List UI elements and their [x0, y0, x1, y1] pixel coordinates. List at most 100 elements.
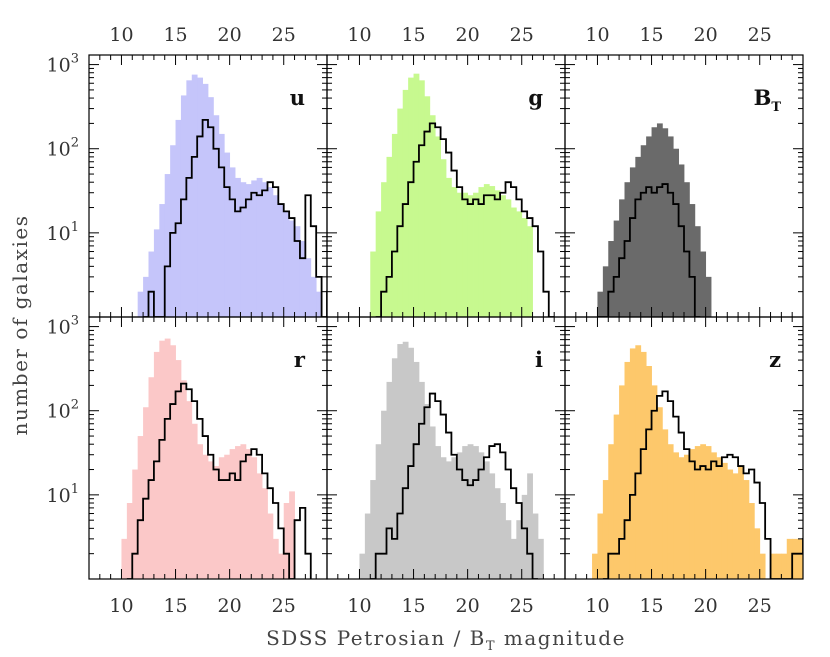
y-tick-label: 102	[47, 136, 79, 161]
panel-2-filled-bar	[705, 276, 712, 317]
x-axis-title-end: magnitude	[496, 626, 626, 650]
panel-1-filled-bar	[440, 159, 447, 317]
panel-5-filled-bar	[792, 538, 798, 579]
band-label-main: r	[294, 347, 306, 372]
panel-5-filled-bar	[700, 444, 707, 579]
panel-3-filled-bar	[278, 553, 285, 579]
x-tick-label: 25	[510, 595, 534, 617]
panel-2-filled-bar	[667, 136, 674, 317]
panel-2-filled-bar	[662, 128, 669, 317]
panel-5-filled-bar	[662, 429, 669, 579]
x-tick-label: 25	[272, 595, 296, 617]
panel-3-filled-bar	[202, 454, 209, 579]
band-label-main: i	[535, 347, 543, 372]
panel-1-band-label: g	[528, 85, 543, 110]
x-tick-label: 25	[748, 24, 772, 46]
panel-5-filled-bar	[738, 466, 744, 579]
panel-5-filled-bar	[592, 553, 598, 579]
panel-4-filled-bar	[413, 361, 420, 579]
panel-2-filled-bar	[608, 241, 615, 317]
panel-3-filled-bar	[267, 513, 274, 579]
panel-0-filled-bar	[272, 195, 279, 317]
panel-0-filled-bar	[143, 276, 149, 317]
panel-2-filled-bar	[689, 204, 696, 317]
panel-1-filled-bar	[375, 211, 382, 317]
panel-4-band-label: i	[535, 347, 543, 372]
x-tick-label: 15	[639, 595, 663, 617]
x-tick-label: 10	[585, 595, 609, 617]
panel-3-filled-bar	[197, 444, 203, 579]
panel-0-plot-area	[137, 74, 327, 317]
panel-1-filled-bar	[505, 199, 512, 317]
panel-2-filled-bar	[651, 127, 658, 317]
y-axis-title: number of galaxies	[8, 215, 32, 436]
panel-3-filled-bar	[180, 380, 187, 579]
panel-0-filled-bar	[240, 182, 247, 317]
panel-5-filled-bar	[635, 345, 642, 579]
panel-1-filled-bar	[521, 218, 528, 317]
panel-4-filled-bar	[370, 480, 377, 579]
panel-0-filled-bar	[262, 182, 268, 317]
panel-4-filled-bar	[537, 538, 544, 579]
panel-3-filled-bar	[208, 461, 214, 579]
panel-4-filled-bar	[391, 358, 398, 579]
panel-1-filled-bar	[462, 192, 469, 317]
panel-3-filled-bar	[175, 360, 182, 579]
y-tick-label: 103	[47, 314, 79, 339]
panel-0-filled-bar	[299, 241, 306, 317]
panel-3-filled-bar	[121, 538, 128, 579]
panel-0-filled-bar	[180, 95, 187, 317]
panel-1-filled-bar	[435, 136, 441, 317]
panel-4-filled-bar	[364, 513, 371, 579]
panel-4-filled-bar	[521, 494, 528, 579]
x-tick-label: 20	[456, 24, 480, 46]
panel-2-filled-bar	[678, 164, 685, 317]
panel-0-filled-bar	[213, 115, 220, 317]
panel-2-filled-bar	[656, 123, 663, 317]
panel-1-filled-bar	[478, 187, 485, 317]
panel-3-filled-bar	[132, 469, 139, 579]
panel-0-filled-bar	[289, 220, 295, 317]
panel-0-outline-histogram	[143, 119, 327, 317]
panel-3-filled-bar	[213, 466, 220, 579]
panel-0-filled-bar	[191, 74, 198, 317]
panel-5-plot-area	[592, 345, 803, 579]
panel-5-filled-bar	[759, 553, 766, 579]
panel-3-filled-bar	[256, 473, 263, 579]
panel-0-filled-bar	[208, 97, 214, 317]
panels-layer	[121, 73, 803, 579]
panel-4-filled-bar	[494, 488, 501, 579]
panel-0-filled-bar	[316, 291, 322, 317]
panel-2-filled-bar	[635, 156, 642, 317]
y-tick-label: 102	[47, 398, 79, 423]
panel-2-filled-bar	[646, 136, 652, 317]
panel-1-filled-bar	[489, 186, 496, 317]
panel-0-filled-bar	[310, 276, 317, 317]
panel-1-filled-bar	[467, 195, 474, 317]
panel-1-filled-bar	[408, 77, 414, 317]
panel-5-filled-bar	[678, 457, 685, 579]
panel-2-filled-bar	[624, 182, 631, 317]
panel-3-filled-bar	[137, 436, 144, 579]
panel-1-filled-bar	[451, 187, 458, 317]
panel-5-filled-bar	[689, 449, 696, 579]
panel-4-filled-bar	[397, 344, 404, 579]
panel-3-filled-bar	[262, 488, 268, 579]
panel-4-filled-bar	[451, 457, 458, 579]
panel-0-filled-bar	[267, 187, 274, 317]
panel-4-filled-bar	[483, 461, 490, 579]
x-tick-label: 25	[272, 24, 296, 46]
x-tick-label: 10	[585, 24, 609, 46]
panel-0-filled-bar	[305, 258, 312, 317]
panel-0-filled-bar	[186, 80, 193, 317]
panel-3-filled-bar	[224, 454, 231, 579]
panel-5-filled-bar	[705, 446, 712, 579]
panel-5-filled-bar	[770, 553, 777, 579]
panel-5-filled-bar	[608, 444, 615, 579]
band-label-main: B	[754, 85, 772, 110]
panel-1-filled-bar	[500, 195, 506, 317]
panel-5-filled-bar	[656, 407, 663, 579]
panel-5-filled-bar	[716, 457, 723, 579]
panel-2-filled-bar	[700, 251, 707, 317]
band-label-sub: T	[771, 100, 781, 115]
